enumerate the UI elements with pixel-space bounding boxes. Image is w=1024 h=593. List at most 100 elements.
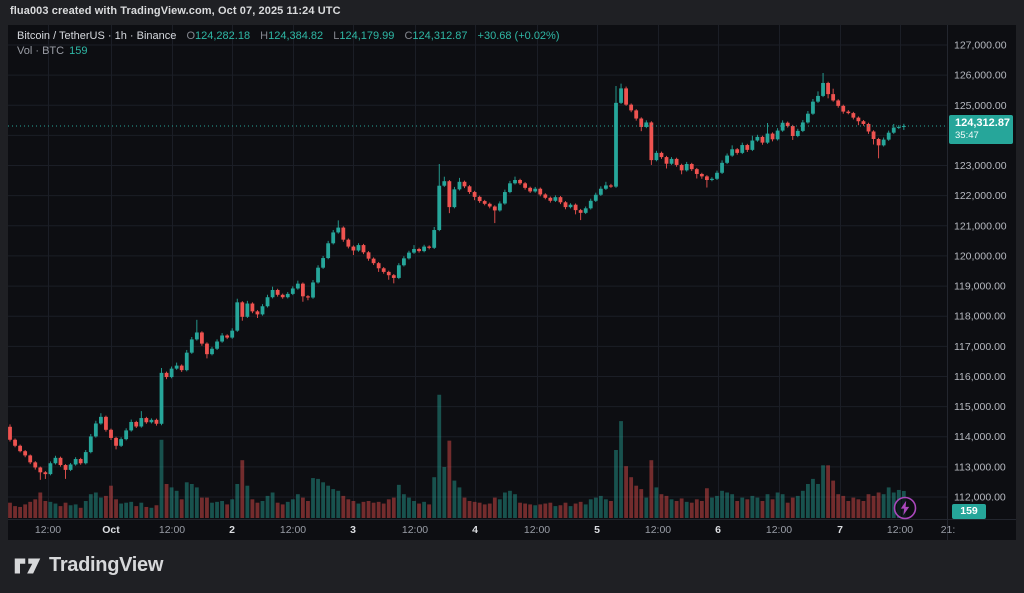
volume-bar xyxy=(88,494,93,518)
volume-bar xyxy=(735,501,740,518)
candle-body xyxy=(881,139,886,146)
volume-bar xyxy=(114,499,118,518)
candle-body xyxy=(861,121,866,124)
volume-bar xyxy=(417,503,421,518)
candle-body xyxy=(240,302,245,317)
volume-bar xyxy=(886,487,891,518)
candle-body xyxy=(806,113,810,123)
volume-bar xyxy=(689,502,694,518)
candle-body xyxy=(583,208,588,213)
time-axis-labels[interactable]: 12:00 Oct 12:00 2 12:00 3 12:00 4 12:00 5 12:00 6 12… xyxy=(35,524,955,536)
candle-body xyxy=(462,181,467,187)
price-tick-label: 126,000.00 xyxy=(954,70,1007,82)
candle-body xyxy=(694,169,699,174)
volume-bar xyxy=(270,492,275,518)
candle-body xyxy=(886,132,891,140)
volume-bar xyxy=(159,439,164,518)
volume-bar xyxy=(780,494,785,518)
candle-body xyxy=(533,188,538,192)
volume-bar xyxy=(386,499,391,518)
price-tick-label: 121,000.00 xyxy=(954,220,1007,232)
candle-body xyxy=(432,230,437,248)
volume-bar xyxy=(189,484,194,518)
candle-body xyxy=(230,330,235,338)
volume-bar xyxy=(861,501,866,518)
chart-plot[interactable]: 127,000.00 126,000.00 125,000.00 123,000.00… xyxy=(8,25,1016,540)
candle-body xyxy=(563,202,568,208)
price-tick-label: 114,000.00 xyxy=(954,431,1006,443)
volume-bar xyxy=(821,465,825,518)
candle-body xyxy=(23,451,28,456)
volume-bar xyxy=(366,501,371,518)
price-tick-label: 117,000.00 xyxy=(954,341,1006,353)
volume-bar xyxy=(715,495,719,518)
current-price-value: 124,312.87 xyxy=(955,116,1011,129)
candle-body xyxy=(366,252,371,259)
volume-bar xyxy=(13,506,17,518)
candle-body xyxy=(528,187,533,192)
volume-bar xyxy=(871,495,876,518)
candle-body xyxy=(311,282,315,298)
volume-bar xyxy=(18,506,22,518)
symbol-title[interactable]: Bitcoin / TetherUS · 1h · Binance xyxy=(17,30,177,42)
candle-body xyxy=(48,463,53,475)
legend: Bitcoin / TetherUS · 1h · Binance O124,2… xyxy=(17,29,560,59)
candle-body xyxy=(467,186,472,193)
price-tick-label: 127,000.00 xyxy=(954,40,1007,52)
candle-body xyxy=(604,185,608,189)
volume-bar xyxy=(669,499,674,518)
time-tick-label: 6 xyxy=(715,524,721,536)
volume-bar xyxy=(321,482,325,518)
volume-bar xyxy=(290,499,295,518)
candle-body xyxy=(538,188,543,195)
candle-body xyxy=(659,152,664,158)
candle-body xyxy=(826,82,830,95)
candle-body xyxy=(331,232,336,244)
current-price-badge[interactable]: 124,312.87 35:47 xyxy=(949,114,1013,144)
candle-body xyxy=(523,183,527,188)
volume-bar xyxy=(508,490,512,518)
candle-body xyxy=(8,426,12,440)
volume-bar xyxy=(326,485,331,518)
volume-bar xyxy=(705,488,709,518)
candle-body xyxy=(58,457,63,466)
volume-bar xyxy=(83,501,88,518)
time-tick-label: 21: xyxy=(941,524,956,536)
candle-body xyxy=(427,246,432,248)
gridlines xyxy=(8,25,947,518)
volume-bar xyxy=(442,467,447,518)
volume-bar xyxy=(275,502,280,518)
volume-bar xyxy=(593,497,598,518)
candle-body xyxy=(619,88,623,103)
volume-bar xyxy=(760,501,765,518)
price-axis-labels[interactable]: 127,000.00 126,000.00 125,000.00 123,000.00… xyxy=(954,40,1007,504)
volume-bar xyxy=(614,450,618,518)
candle-body xyxy=(386,271,391,276)
candle-body xyxy=(553,197,558,201)
candle-body xyxy=(361,245,366,253)
volume-bar xyxy=(664,495,669,518)
volume-bar xyxy=(78,507,83,518)
volume-bar xyxy=(457,487,462,518)
volume-bar xyxy=(371,502,376,518)
candle-body xyxy=(119,439,123,446)
candle-body xyxy=(189,339,194,353)
volume-bar xyxy=(215,501,219,518)
volume-bar xyxy=(639,489,644,518)
volume-bar xyxy=(194,487,199,518)
time-tick-label: Oct xyxy=(102,524,120,536)
quick-trade-button[interactable] xyxy=(892,495,918,521)
volume-bar xyxy=(331,489,336,518)
price-tick-label: 112,000.00 xyxy=(954,492,1006,504)
candle-body xyxy=(351,246,356,251)
candle-body xyxy=(114,437,118,446)
volume-bar xyxy=(280,504,285,518)
volume-bar xyxy=(437,394,442,518)
candle-body xyxy=(891,127,896,133)
tradingview-logo[interactable]: TradingView xyxy=(14,554,163,577)
volume-bar xyxy=(265,495,270,518)
time-tick-label: 12:00 xyxy=(766,524,792,536)
chart-panel[interactable]: 127,000.00 126,000.00 125,000.00 123,000.00… xyxy=(8,25,1016,540)
candle-body xyxy=(634,110,639,119)
candle-body xyxy=(255,311,260,315)
